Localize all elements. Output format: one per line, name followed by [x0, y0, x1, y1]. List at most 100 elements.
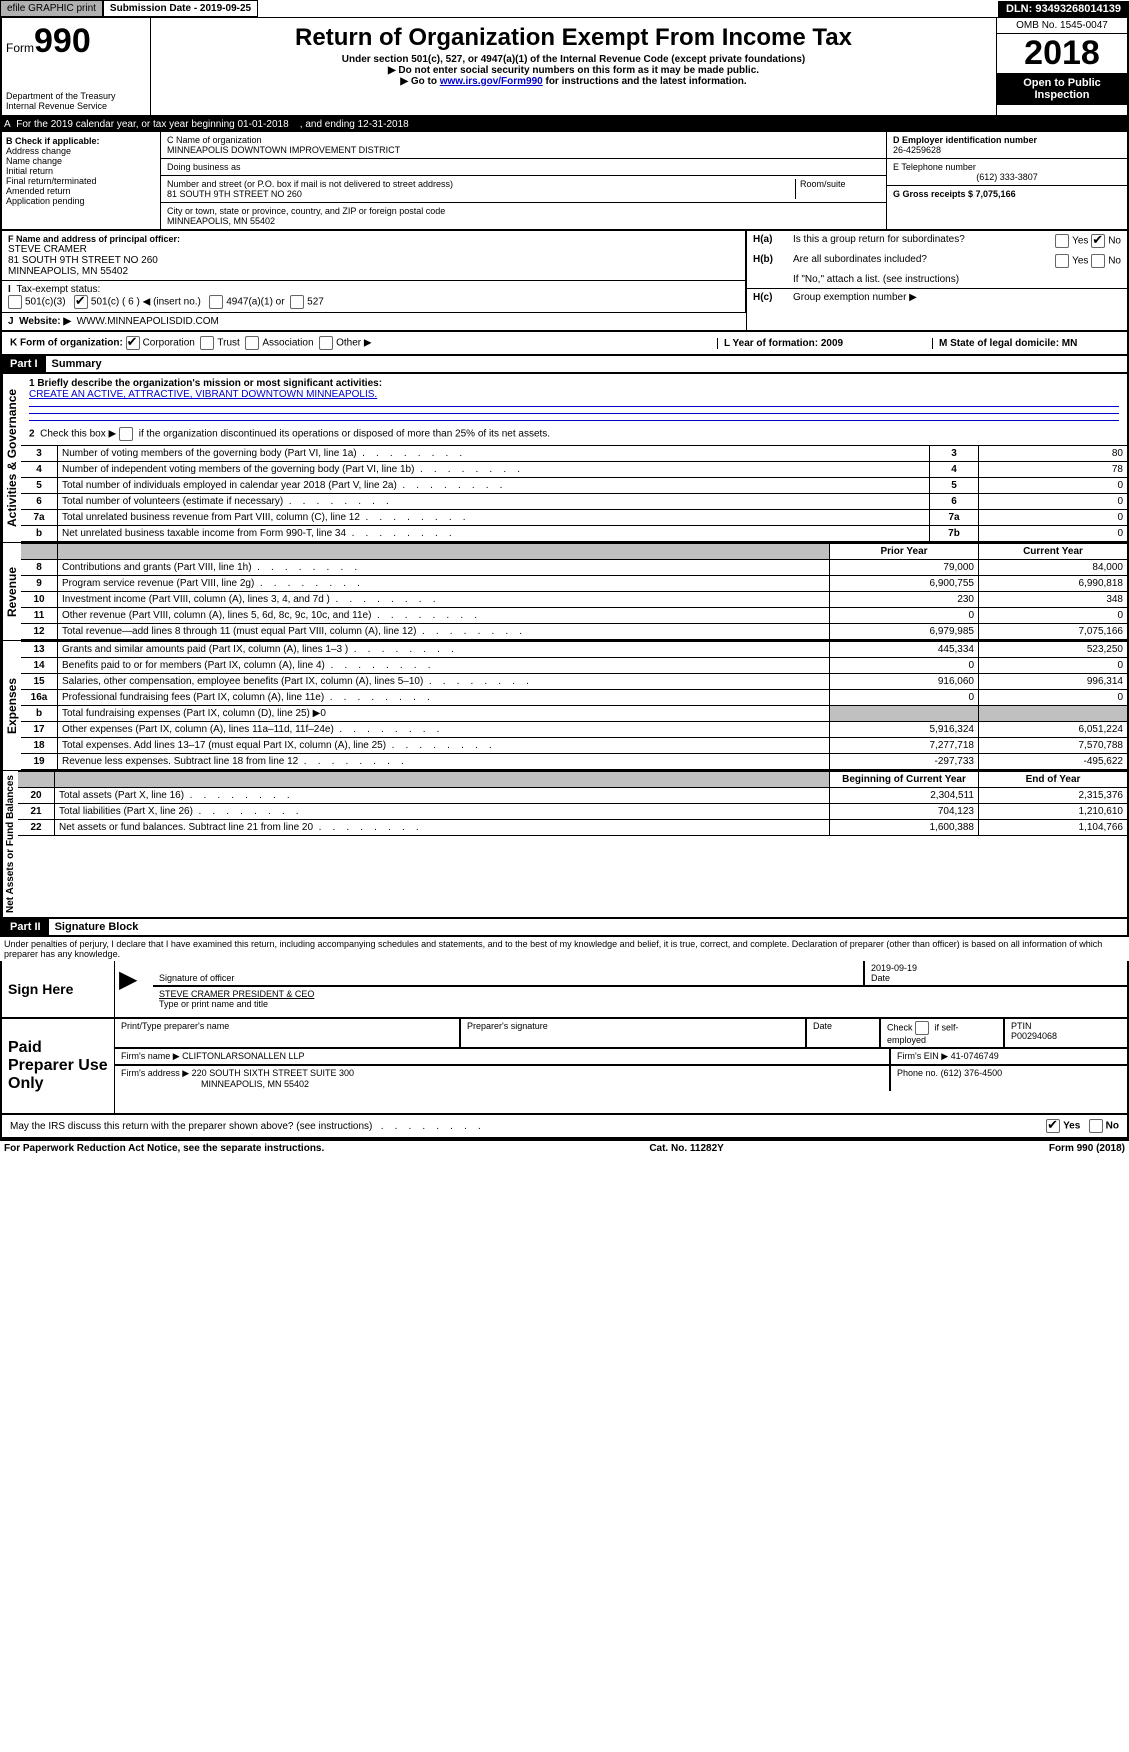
check-assoc[interactable] — [245, 336, 259, 350]
table-row: 7a Total unrelated business revenue from… — [21, 510, 1127, 526]
line2-check[interactable] — [119, 427, 133, 441]
firm-ein-label: Firm's EIN ▶ — [897, 1051, 948, 1061]
table-row: Beginning of Current Year End of Year — [18, 772, 1127, 788]
table-row: 18 Total expenses. Add lines 13–17 (must… — [21, 738, 1127, 754]
box-b-title: B Check if applicable: — [6, 136, 156, 146]
org-name-label: C Name of organization — [167, 135, 880, 145]
form-header: Form990 Department of the Treasury Inter… — [0, 18, 1129, 117]
table-row: 3 Number of voting members of the govern… — [21, 446, 1127, 462]
table-row: 21 Total liabilities (Part X, line 26) 7… — [18, 804, 1127, 820]
line-a-prefix: A — [4, 119, 11, 130]
table-row: 12 Total revenue—add lines 8 through 11 … — [21, 624, 1127, 640]
check-4947[interactable] — [209, 295, 223, 309]
footer-center: Cat. No. 11282Y — [649, 1143, 723, 1154]
prep-sig-cell: Preparer's signature — [460, 1019, 806, 1048]
firm-addr-cell: Firm's address ▶ 220 SOUTH SIXTH STREET … — [115, 1065, 890, 1091]
opt-final: Final return/terminated — [6, 176, 97, 186]
officer-name: STEVE CRAMER — [8, 244, 739, 255]
hb-yes: Yes — [1072, 256, 1088, 267]
box-b: B Check if applicable: Address change Na… — [2, 132, 161, 229]
hb-no-check[interactable] — [1091, 254, 1105, 268]
footer: For Paperwork Reduction Act Notice, see … — [0, 1139, 1129, 1156]
department-label: Department of the Treasury — [6, 91, 146, 101]
line1-label: 1 Briefly describe the organization's mi… — [29, 378, 1119, 389]
line-a: A For the 2019 calendar year, or tax yea… — [0, 117, 1129, 132]
opt-501c: 501(c) ( 6 ) ◀ (insert no.) — [91, 297, 201, 308]
table-row: b Net unrelated business taxable income … — [21, 526, 1127, 542]
revenue-table: Prior Year Current Year8 Contributions a… — [21, 543, 1127, 640]
sidebar-revenue: Revenue — [2, 543, 21, 640]
ha-no-check[interactable] — [1091, 234, 1105, 248]
form-prefix: Form — [6, 41, 34, 55]
omb-number: OMB No. 1545-0047 — [997, 18, 1127, 34]
phone-label: E Telephone number — [893, 162, 1121, 172]
check-corp[interactable] — [126, 336, 140, 350]
opt-trust: Trust — [217, 338, 239, 349]
firm-phone-value: (612) 376-4500 — [941, 1068, 1003, 1078]
sig-date-value: 2019-09-19 — [871, 963, 1121, 973]
check-amended[interactable]: Amended return — [6, 186, 156, 196]
check-527[interactable] — [290, 295, 304, 309]
sign-arrow-icon: ▶ — [115, 961, 153, 1011]
hb-yes-check[interactable] — [1055, 254, 1069, 268]
revenue-section: Revenue Prior Year Current Year8 Contrib… — [2, 542, 1127, 640]
ptin-cell: PTIN P00294068 — [1004, 1019, 1127, 1048]
name-title-cell: STEVE CRAMER PRESIDENT & CEO Type or pri… — [153, 986, 1127, 1011]
sidebar-expenses: Expenses — [2, 641, 21, 770]
self-employed-check[interactable] — [915, 1021, 929, 1035]
form-note2: ▶ Go to www.irs.gov/Form990 for instruct… — [155, 76, 992, 87]
prep-date-label: Date — [813, 1021, 873, 1031]
check-501c[interactable] — [74, 295, 88, 309]
line1-text: CREATE AN ACTIVE, ATTRACTIVE, VIBRANT DO… — [29, 389, 1119, 400]
check-initial[interactable]: Initial return — [6, 166, 156, 176]
note2-pre: ▶ Go to — [400, 76, 439, 87]
check-other[interactable] — [319, 336, 333, 350]
top-rows-table: 3 Number of voting members of the govern… — [21, 445, 1127, 542]
section-f-h: F Name and address of principal officer:… — [0, 231, 1129, 332]
table-row: 5 Total number of individuals employed i… — [21, 478, 1127, 494]
netassets-section: Net Assets or Fund Balances Beginning of… — [2, 770, 1127, 917]
firm-phone-cell: Phone no. (612) 376-4500 — [890, 1065, 1127, 1091]
form-number: Form990 — [6, 22, 146, 61]
gross-receipts: G Gross receipts $ 7,075,166 — [887, 186, 1127, 202]
irs-link[interactable]: www.irs.gov/Form990 — [440, 76, 543, 87]
discuss-line: May the IRS discuss this return with the… — [0, 1115, 1129, 1139]
perjury-text: Under penalties of perjury, I declare th… — [0, 937, 1129, 961]
footer-left: For Paperwork Reduction Act Notice, see … — [4, 1143, 324, 1154]
org-name: MINNEAPOLIS DOWNTOWN IMPROVEMENT DISTRIC… — [167, 145, 880, 155]
check-pending[interactable]: Application pending — [6, 196, 156, 206]
opt-501c3: 501(c)(3) — [25, 297, 66, 308]
part2-title: Signature Block — [49, 919, 145, 935]
dba-label: Doing business as — [167, 162, 880, 172]
ha-yes-check[interactable] — [1055, 234, 1069, 248]
hb-no: No — [1108, 256, 1121, 267]
efile-label: efile GRAPHIC print — [0, 0, 103, 17]
submission-date: Submission Date - 2019-09-25 — [103, 0, 258, 17]
box-i-label: I — [8, 284, 11, 295]
check-501c3[interactable] — [8, 295, 22, 309]
check-name-change[interactable]: Name change — [6, 156, 156, 166]
section-b-to-g: B Check if applicable: Address change Na… — [0, 132, 1129, 231]
ha-yes: Yes — [1072, 236, 1088, 247]
discuss-no-check[interactable] — [1089, 1119, 1103, 1133]
sig-date-label: Date — [871, 973, 1121, 983]
opt-pending: Application pending — [6, 196, 85, 206]
table-row: 20 Total assets (Part X, line 16) 2,304,… — [18, 788, 1127, 804]
paid-preparer-label: Paid Preparer Use Only — [2, 1019, 115, 1113]
ha-label: H(a) — [753, 234, 793, 248]
box-d-e-g: D Employer identification number 26-4259… — [886, 132, 1127, 229]
opt-4947: 4947(a)(1) or — [226, 297, 284, 308]
part2-header: Part II — [2, 919, 49, 935]
discuss-yes-check[interactable] — [1046, 1119, 1060, 1133]
room-label: Room/suite — [795, 179, 880, 199]
check-address-change[interactable]: Address change — [6, 146, 156, 156]
firm-addr-value: 220 SOUTH SIXTH STREET SUITE 300 — [192, 1068, 354, 1078]
sidebar-netassets: Net Assets or Fund Balances — [2, 771, 18, 917]
sig-officer-cell: Signature of officer — [153, 961, 864, 986]
opt-initial: Initial return — [6, 166, 53, 176]
table-row: 22 Net assets or fund balances. Subtract… — [18, 820, 1127, 836]
check-final[interactable]: Final return/terminated — [6, 176, 156, 186]
sign-here-block: Sign Here ▶ Signature of officer 2019-09… — [0, 961, 1129, 1019]
part1-title: Summary — [46, 356, 108, 372]
check-trust[interactable] — [200, 336, 214, 350]
